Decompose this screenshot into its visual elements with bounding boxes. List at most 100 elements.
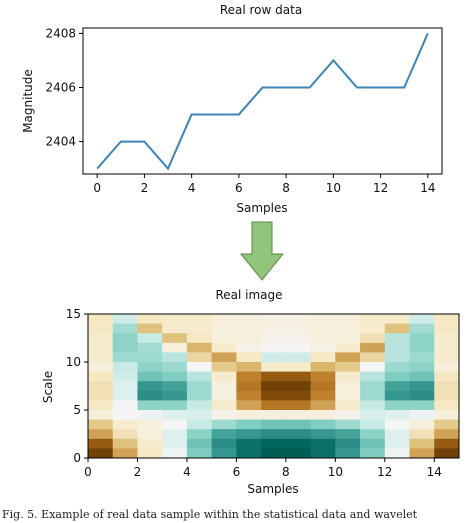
- heatmap-x-tick-label: 4: [183, 465, 191, 479]
- heatmap-cell: [112, 438, 138, 449]
- heatmap-cell: [186, 381, 213, 392]
- heatmap-cell: [162, 371, 188, 382]
- line-y-tick-label: 2404: [45, 135, 76, 149]
- heatmap-cell: [384, 333, 410, 344]
- heatmap-cell: [360, 390, 386, 401]
- heatmap-cell: [137, 438, 163, 449]
- heatmap-x-tick-label: 12: [377, 465, 392, 479]
- heatmap-cell: [335, 410, 361, 420]
- heatmap-y-tick-label: 0: [73, 451, 81, 465]
- heatmap-cell: [409, 419, 435, 430]
- heatmap-cell: [186, 448, 213, 459]
- heatmap-cell: [162, 333, 188, 344]
- line-chart-axes-frame: [82, 27, 443, 175]
- heatmap-cell: [360, 323, 386, 334]
- heatmap-cell: [261, 314, 287, 324]
- heatmap-cell: [335, 323, 361, 334]
- line-x-tick-label: 0: [93, 181, 101, 195]
- heatmap-y-ticks: 0 5 10 15: [66, 307, 88, 465]
- heatmap-cell: [310, 314, 336, 324]
- heatmap-x-ticks: 0 2 4 6 8 10 12 14: [84, 458, 442, 479]
- heatmap-cell: [261, 438, 287, 449]
- heatmap-cell: [384, 429, 410, 440]
- heatmap-cell: [112, 429, 138, 440]
- heatmap-cell: [310, 419, 336, 430]
- heatmap-cell: [285, 371, 311, 382]
- heatmap-cell: [261, 390, 287, 401]
- heatmap-cell: [236, 438, 262, 449]
- heatmap-cell: [211, 362, 237, 372]
- heatmap-x-tick-label: 6: [233, 465, 241, 479]
- heatmap-cell: [285, 429, 311, 440]
- heatmap-cell: [285, 381, 311, 392]
- heatmap-cell: [285, 410, 311, 420]
- heatmap-cell: [310, 400, 336, 411]
- heatmap-cell: [186, 352, 213, 363]
- heatmap-cell: [211, 381, 237, 392]
- heatmap-cell: [162, 323, 188, 334]
- heatmap-cell: [261, 342, 287, 353]
- heatmap-cell: [409, 371, 435, 382]
- heatmap-cell: [236, 371, 262, 382]
- heatmap-cell: [409, 362, 435, 372]
- heatmap-cell: [211, 352, 237, 363]
- heatmap-cell: [285, 390, 311, 401]
- heatmap-cell: [137, 448, 163, 459]
- heatmap-cell: [360, 342, 386, 353]
- heatmap-cell: [236, 342, 262, 353]
- heatmap-cell: [409, 438, 435, 449]
- heatmap-cell: [310, 362, 336, 372]
- heatmap-cell: [360, 371, 386, 382]
- heatmap-cell: [360, 333, 386, 344]
- heatmap-cell: [211, 342, 237, 353]
- line-chart: Real row data 0 2 4 6 8 10 12 14 2404 2406 2408 S…: [21, 3, 443, 215]
- heatmap-cell: [88, 371, 114, 382]
- down-arrow-icon: [239, 221, 285, 281]
- heatmap-cell: [335, 448, 361, 459]
- heatmap-cell: [285, 448, 311, 459]
- heatmap-cell: [162, 362, 188, 372]
- heatmap-cell: [211, 314, 237, 324]
- heatmap-cell: [186, 410, 213, 420]
- heatmap-cell: [162, 448, 188, 459]
- heatmap-cell: [88, 410, 114, 420]
- heatmap-cell: [236, 419, 262, 430]
- heatmap-cell: [409, 429, 435, 440]
- heatmap-x-tick-label: 8: [282, 465, 290, 479]
- heatmap-cell: [285, 352, 311, 363]
- line-x-tick-label: 6: [235, 181, 243, 195]
- heatmap-cell: [261, 371, 287, 382]
- heatmap-y-tick-label: 15: [66, 307, 81, 321]
- heatmap-cell: [162, 429, 188, 440]
- heatmap-cell: [88, 342, 114, 353]
- heatmap-cell: [236, 410, 262, 420]
- heatmap-cell: [88, 438, 114, 449]
- heatmap-cell: [137, 314, 163, 324]
- heatmap-cell: [384, 390, 410, 401]
- heatmap-cell: [88, 400, 114, 411]
- heatmap-cell: [310, 410, 336, 420]
- heatmap-cell: [310, 390, 336, 401]
- heatmap-cell: [137, 342, 163, 353]
- heatmap-cell: [434, 410, 460, 420]
- heatmap-cell: [360, 362, 386, 372]
- line-x-tick-label: 4: [188, 181, 196, 195]
- heatmap-x-tick-label: 10: [328, 465, 343, 479]
- heatmap-cell: [384, 438, 410, 449]
- line-x-tick-label: 10: [326, 181, 341, 195]
- heatmap-y-tick-label: 5: [73, 403, 81, 417]
- line-series: [96, 33, 429, 171]
- heatmap-cell: [310, 429, 336, 440]
- heatmap-cell: [335, 419, 361, 430]
- heatmap-cell: [434, 429, 460, 440]
- line-chart-y-label: Magnitude: [21, 69, 35, 133]
- heatmap-cell: [211, 371, 237, 382]
- heatmap-axes-frame: [87, 313, 460, 459]
- heatmap-cell: [88, 323, 114, 334]
- heatmap-cell: [211, 333, 237, 344]
- heatmap-x-label: Samples: [247, 482, 298, 496]
- heatmap-cell: [409, 390, 435, 401]
- heatmap-cell: [137, 429, 163, 440]
- line-chart-y-ticks: 2404 2406 2408: [45, 26, 83, 149]
- heatmap-cell: [360, 448, 386, 459]
